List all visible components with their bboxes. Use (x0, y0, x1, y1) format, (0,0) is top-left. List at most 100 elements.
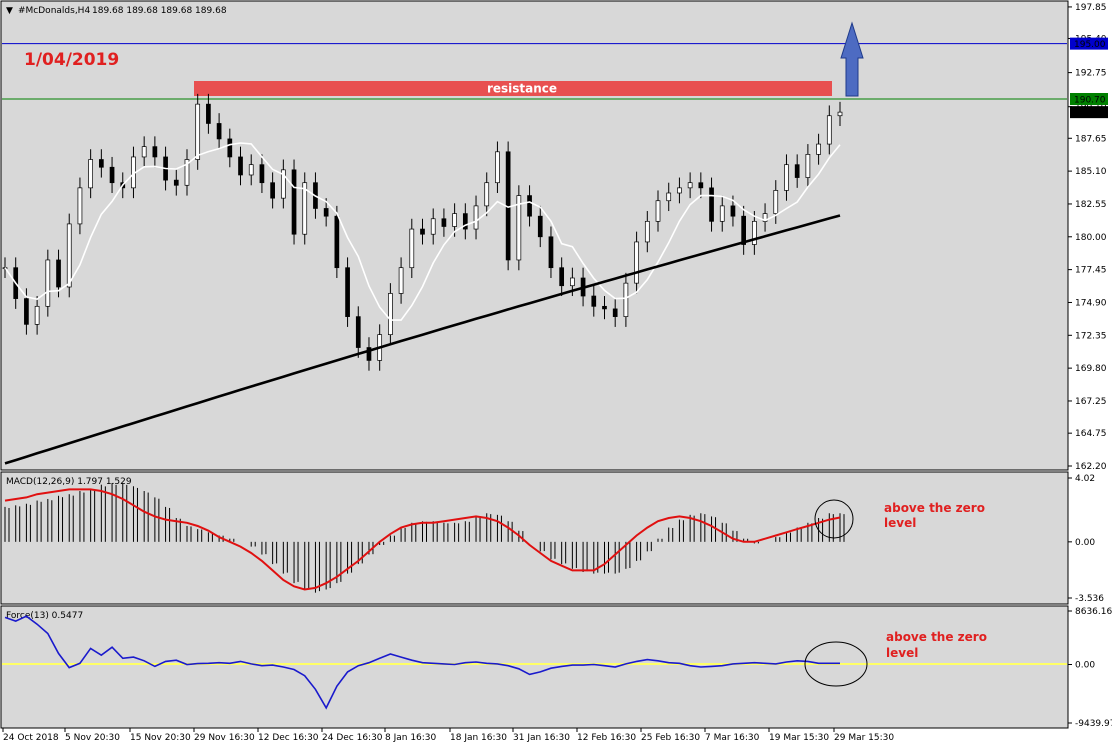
resistance-band (194, 81, 832, 96)
macd-label: MACD(12,26,9) 1.797 1.529 (6, 477, 132, 487)
price-levels: 195.00 190.70 189.68 (2, 37, 1108, 119)
price-lines (2, 93, 843, 465)
candle-body (77, 187, 83, 225)
time-tick-label: 29 Mar 15:30 (834, 733, 894, 743)
candle-body (527, 195, 532, 217)
candle-body (420, 228, 425, 235)
candle-body (195, 103, 201, 160)
candle-body (56, 259, 61, 288)
price-tick-label: 164.75 (1075, 429, 1107, 439)
candle-body (698, 182, 704, 189)
date-label: 1/04/2019 (24, 50, 119, 70)
candle-body (773, 190, 779, 214)
candle-body (537, 215, 543, 238)
time-tick-label: 15 Nov 20:30 (130, 733, 191, 743)
candle-body (280, 169, 286, 199)
force-annotation-line1: above the zero (886, 630, 987, 644)
force-tick-label: -9439.97 (1075, 719, 1112, 729)
candle-body (473, 205, 479, 230)
time-tick-label: 8 Jan 16:30 (385, 733, 437, 743)
candle-body (366, 347, 372, 361)
price-tick-label: 192.75 (1075, 69, 1107, 79)
candle-body (45, 259, 51, 307)
candle-body (291, 169, 297, 235)
candle-body (452, 213, 457, 227)
candle-body (355, 316, 361, 348)
candle-body (398, 267, 404, 294)
time-tick-label: 31 Jan 16:30 (513, 733, 570, 743)
candle-body (784, 164, 789, 191)
candle-body (388, 293, 393, 336)
symbol-label: ▼ (6, 6, 13, 16)
candle-body (184, 159, 190, 186)
time-tick-label: 7 Mar 16:30 (705, 733, 760, 743)
ohlc-text: 189.68 189.68 189.68 189.68 (92, 6, 227, 16)
force-tick-label: 0.00 (1075, 661, 1095, 671)
time-axis: 24 Oct 2018 5 Nov 20:30 15 Nov 20:30 29 Nov… (2, 728, 894, 743)
candle-body (323, 208, 329, 217)
candle-body (687, 182, 693, 189)
force-path (4, 615, 840, 710)
candle-body (216, 123, 222, 140)
candle-body (334, 215, 340, 269)
candle-body (794, 164, 800, 178)
time-tick-label: 19 Mar 15:30 (769, 733, 829, 743)
time-tick-label: 24 Oct 2018 (3, 733, 59, 743)
candle-body (462, 213, 468, 230)
candle-body (109, 166, 115, 184)
candle-body (238, 156, 243, 176)
force-axis: 8636.161 0.00 -9439.97 (1068, 607, 1112, 729)
macd-annotation-line2: level (884, 516, 916, 530)
candle-body (227, 138, 233, 158)
candle-body (34, 305, 40, 325)
price-tick-label: 172.35 (1075, 331, 1107, 341)
candle-body (516, 195, 522, 261)
candle-body (441, 218, 447, 227)
macd-tick-label: -3.536 (1075, 594, 1104, 604)
level-badge-label: 195.00 (1074, 40, 1106, 50)
price-tick-label: 197.85 (1075, 3, 1107, 13)
level-badge-label: 189.68 (1074, 109, 1106, 119)
candle-body (24, 298, 29, 325)
candle-body (570, 277, 575, 287)
candle-body (816, 143, 821, 155)
force-line (4, 615, 840, 710)
price-tick-label: 185.10 (1075, 167, 1107, 177)
macd-panel-bg (0, 471, 1069, 605)
candle-body (495, 151, 500, 184)
macd-signal-line (4, 488, 841, 591)
fast-moving-average-line (4, 142, 841, 321)
candle-body (805, 154, 811, 178)
level-badge-label: 190.70 (1074, 96, 1106, 106)
candle-body (837, 111, 843, 117)
level-badge (1070, 93, 1108, 106)
macd-highlight-circle (814, 499, 854, 539)
candle-body (559, 267, 565, 287)
candle-body (602, 305, 607, 310)
force-highlight-circle (804, 641, 868, 687)
time-tick-label: 24 Dec 16:30 (322, 733, 383, 743)
candle-body (741, 215, 747, 245)
candle-body (430, 218, 436, 235)
force-tick-label: 8636.161 (1075, 607, 1112, 617)
candle-body (141, 146, 147, 158)
macd-annotation-line1: above the zero (884, 501, 985, 515)
candle-body (409, 228, 415, 269)
candle-body (730, 205, 736, 217)
macd-axis: 4.02 0.00 -3.536 (1068, 474, 1104, 604)
candle-body (173, 179, 179, 186)
price-panel-bg (0, 0, 1069, 471)
candle-body (644, 220, 650, 243)
candle-body (826, 115, 832, 145)
candle-body (752, 220, 757, 245)
price-tick-label: 180.00 (1075, 233, 1107, 243)
price-tick-label: 174.90 (1075, 298, 1107, 308)
price-tick-label: 182.55 (1075, 200, 1107, 210)
candle-body (345, 267, 350, 317)
candle-body (270, 182, 275, 199)
candle-body (88, 159, 93, 189)
time-tick-label: 12 Dec 16:30 (258, 733, 319, 743)
candle-body (248, 164, 254, 176)
time-tick-label: 29 Nov 16:30 (194, 733, 255, 743)
candle-body (98, 159, 104, 168)
